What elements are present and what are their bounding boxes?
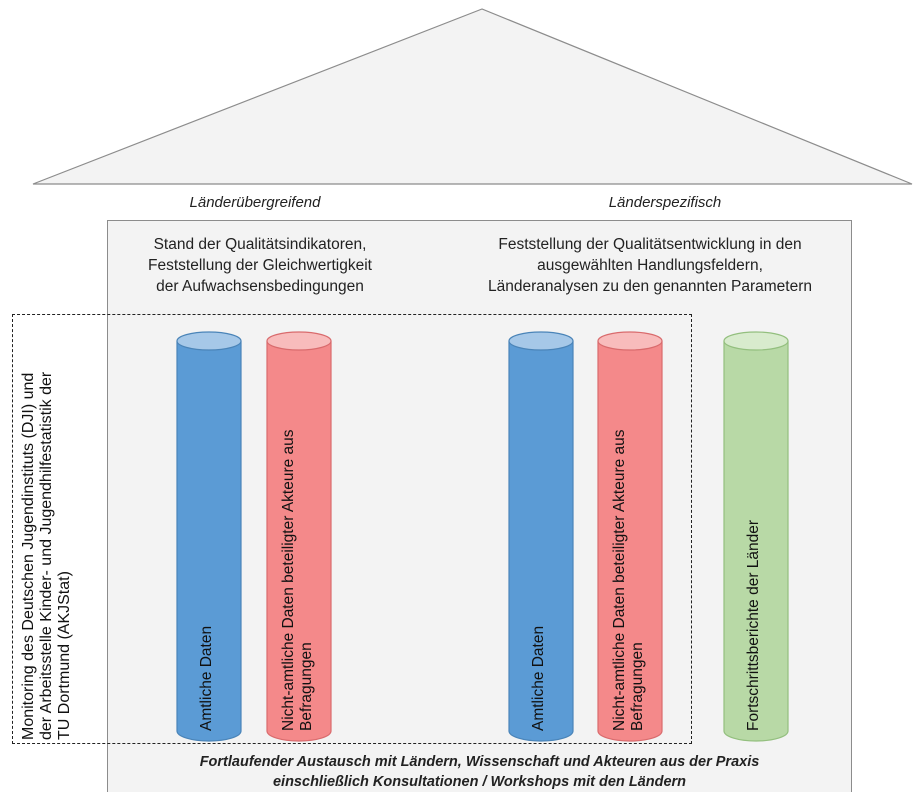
left-column-heading: Länderübergreifend xyxy=(189,194,321,211)
right-column-heading: Länderspezifisch xyxy=(608,194,722,211)
footer-text: Fortlaufender Austausch mit Ländern, Wis… xyxy=(107,752,852,792)
side-label-line: TU Dortmund (AKJStat) xyxy=(56,571,73,740)
pillar-fortschrittsberichte: Fortschrittsberichte der Länder xyxy=(723,331,789,742)
pillar-amtliche-daten-right: Amtliche Daten xyxy=(508,331,574,742)
side-label-line: der Arbeitsstelle Kinder- und Jugendhilf… xyxy=(38,371,55,740)
left-box-text: Stand der Qualitätsindikatoren, Feststel… xyxy=(110,234,410,297)
left-box-line: Feststellung der Gleichwertigkeit xyxy=(148,257,372,274)
pillar-label: Fortschrittsberichte der Länder xyxy=(745,519,762,731)
right-box-text: Feststellung der Qualitätsentwicklung in… xyxy=(450,234,850,297)
pillar-amtliche-daten-left: Amtliche Daten xyxy=(176,331,242,742)
right-box-line: Länderanalysen zu den genannten Paramete… xyxy=(487,278,813,295)
pillar-nicht-amtliche-daten-right: Nicht-amtliche Daten beteiligter Akteure… xyxy=(597,331,663,742)
left-box-line: Stand der Qualitätsindikatoren, xyxy=(153,236,367,253)
side-label-line: Monitoring des Deutschen Jugendinstituts… xyxy=(20,372,37,740)
right-box-line: Feststellung der Qualitätsentwicklung in… xyxy=(498,236,802,253)
right-box-line: ausgewählten Handlungsfeldern, xyxy=(537,257,763,274)
side-monitoring-label: Monitoring des Deutschen Jugendinstituts… xyxy=(20,320,90,740)
footer-line: einschließlich Konsultationen / Workshop… xyxy=(272,774,687,790)
pillar-nicht-amtliche-daten-left: Nicht-amtliche Daten beteiligter Akteure… xyxy=(266,331,332,742)
monitoring-dashed-frame xyxy=(12,314,692,744)
roof-triangle xyxy=(32,8,913,185)
left-box-line: der Aufwachsensbedingungen xyxy=(156,278,364,295)
footer-line: Fortlaufender Austausch mit Ländern, Wis… xyxy=(199,754,760,770)
